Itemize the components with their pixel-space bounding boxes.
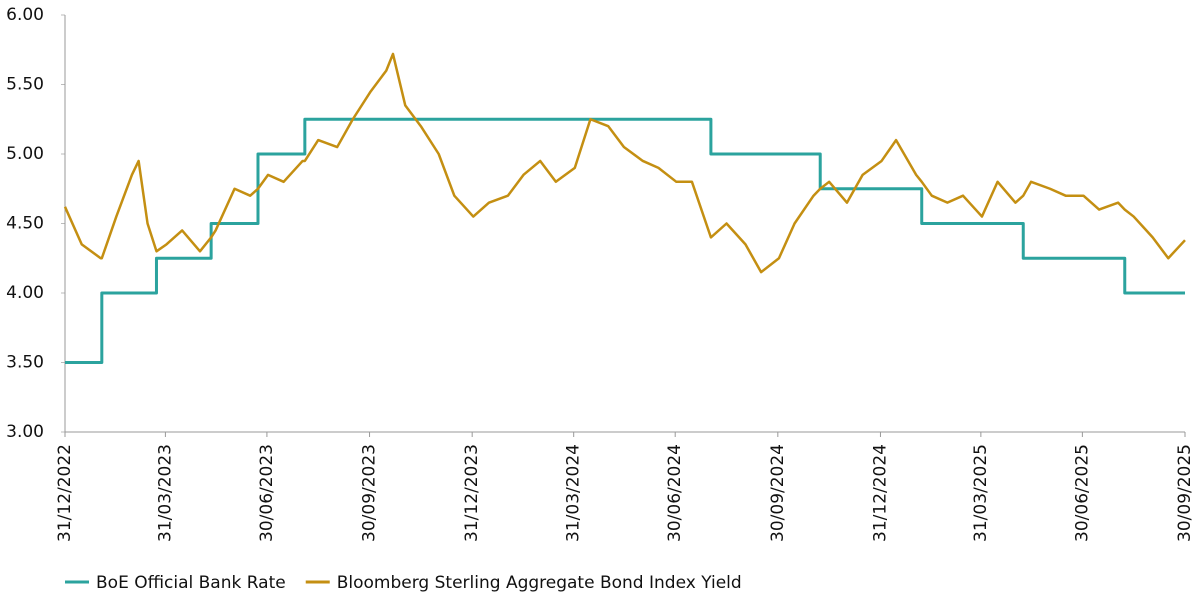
x-tick-label: 31/12/2022 — [55, 444, 75, 542]
y-tick-label: 5.00 — [6, 144, 44, 164]
legend-label: BoE Official Bank Rate — [96, 573, 286, 593]
legend-label: Bloomberg Sterling Aggregate Bond Index … — [337, 573, 742, 593]
x-tick-label: 30/06/2024 — [665, 444, 685, 542]
y-tick-label: 3.50 — [6, 353, 44, 373]
y-tick-label: 6.00 — [6, 5, 44, 25]
x-tick-label: 30/06/2023 — [257, 444, 277, 542]
x-tick-label: 30/09/2024 — [768, 444, 788, 542]
x-tick-label: 30/09/2025 — [1175, 444, 1195, 542]
x-tick-label: 31/03/2024 — [564, 444, 584, 542]
x-tick-label: 31/12/2023 — [462, 444, 482, 542]
y-tick-label: 5.50 — [6, 75, 44, 95]
x-tick-label: 31/12/2024 — [870, 444, 890, 542]
x-tick-label: 31/03/2025 — [971, 444, 991, 542]
x-tick-label: 30/06/2025 — [1072, 444, 1092, 542]
y-tick-label: 4.00 — [6, 283, 44, 303]
y-tick-label: 4.50 — [6, 214, 44, 234]
y-tick-label: 3.00 — [6, 422, 44, 442]
x-tick-label: 30/09/2023 — [360, 444, 380, 542]
series-line — [63, 52, 1186, 274]
x-tick-label: 31/03/2023 — [155, 444, 175, 542]
series-line — [65, 117, 1185, 364]
